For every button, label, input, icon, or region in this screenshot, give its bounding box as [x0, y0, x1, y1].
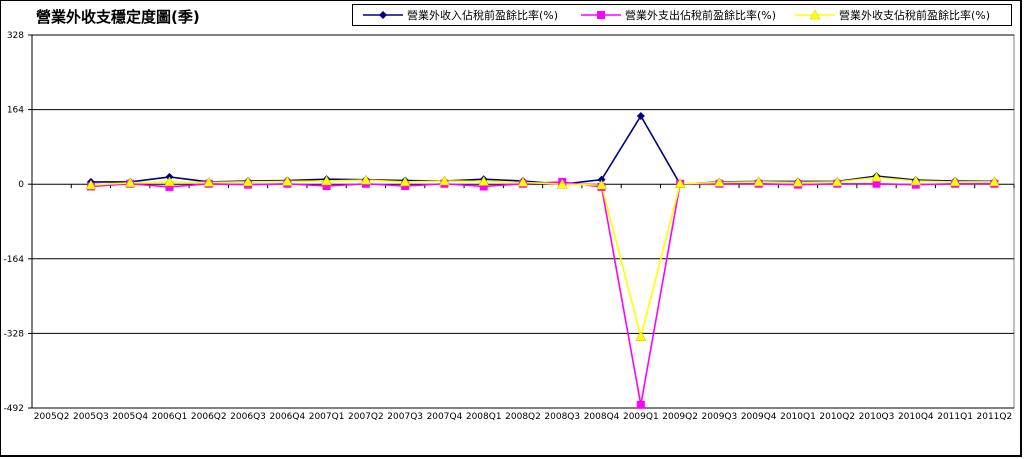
y-tick-label: -492 [4, 404, 24, 414]
data-point [164, 176, 175, 187]
y-tick-label: -164 [4, 255, 25, 265]
legend-label-income: 營業外收入佔稅前盈餘比率(%) [407, 9, 559, 22]
x-tick-label: 2009Q1 [623, 412, 659, 422]
plot-area [31, 34, 1015, 409]
data-point [439, 175, 450, 186]
x-tick-label: 2010Q2 [819, 412, 855, 422]
data-point [988, 176, 1000, 187]
data-point [674, 178, 686, 188]
x-tick-label: 2005Q2 [34, 412, 70, 422]
y-tick-label: -328 [4, 329, 25, 339]
chart-title: 營業外收支穩定度圖(季) [36, 8, 200, 26]
x-tick-label: 2010Q1 [780, 412, 816, 422]
data-point [124, 177, 136, 188]
series-line [90, 176, 995, 337]
x-tick-label: 2006Q1 [152, 412, 188, 422]
legend-item-net: 營業外收支佔稅前盈餘比率(%) [795, 7, 990, 23]
data-point [636, 400, 645, 409]
data-point [322, 182, 331, 191]
data-point [281, 175, 293, 186]
data-point [949, 176, 961, 187]
data-point [831, 176, 843, 187]
legend-marker-expense-icon [581, 11, 621, 19]
data-point [478, 175, 490, 186]
data-point [479, 182, 488, 191]
x-tick-label: 2007Q2 [348, 412, 384, 422]
data-point [910, 175, 922, 186]
data-point [242, 176, 254, 187]
data-point [399, 176, 411, 187]
legend-marker-net-icon [795, 9, 835, 20]
x-tick-label: 2008Q2 [505, 412, 541, 422]
x-tick-label: 2009Q4 [741, 412, 777, 422]
y-tick-label: 0 [18, 180, 24, 190]
x-tick-label: 2011Q1 [937, 412, 973, 422]
data-point [792, 176, 804, 187]
data-point [321, 175, 333, 186]
x-tick-label: 2009Q2 [662, 412, 698, 422]
data-point [556, 178, 568, 189]
data-point [517, 176, 529, 187]
x-tick-label: 2010Q3 [859, 412, 895, 422]
x-tick-label: 2007Q4 [427, 412, 463, 422]
legend-marker-income-icon [363, 11, 403, 19]
data-point [203, 176, 215, 187]
x-tick-label: 2006Q3 [230, 412, 266, 422]
legend-item-income: 營業外收入佔稅前盈餘比率(%) [363, 7, 558, 23]
y-tick-label: 328 [7, 31, 24, 41]
x-tick-label: 2006Q4 [269, 412, 305, 422]
x-tick-label: 2010Q4 [898, 412, 934, 422]
data-point [635, 331, 647, 341]
data-point [165, 182, 174, 191]
data-point [360, 174, 372, 185]
chart-legend: 營業外收入佔稅前盈餘比率(%) 營業外支出佔稅前盈餘比率(%) 營業外收支佔稅前… [352, 4, 1012, 26]
data-point [713, 176, 725, 187]
y-tick-label: 164 [7, 106, 24, 116]
x-tick-label: 2011Q2 [977, 412, 1013, 422]
x-tick-label: 2007Q1 [309, 412, 345, 422]
legend-label-expense: 營業外支出佔稅前盈餘比率(%) [625, 9, 777, 22]
x-tick-label: 2006Q2 [191, 412, 227, 422]
data-point [596, 179, 607, 190]
data-point [871, 171, 882, 182]
legend-item-expense: 營業外支出佔稅前盈餘比率(%) [581, 7, 776, 23]
x-tick-label: 2009Q3 [702, 412, 738, 422]
x-tick-label: 2008Q3 [544, 412, 580, 422]
data-point [872, 179, 881, 188]
x-tick-label: 2008Q4 [584, 412, 620, 422]
x-tick-label: 2007Q3 [387, 412, 423, 422]
data-point [753, 176, 765, 187]
data-point [85, 179, 97, 190]
x-tick-label: 2008Q1 [466, 412, 502, 422]
x-tick-label: 2005Q3 [73, 412, 109, 422]
legend-label-net: 營業外收支佔稅前盈餘比率(%) [839, 9, 991, 22]
data-point [636, 111, 645, 120]
x-tick-label: 2005Q4 [112, 412, 148, 422]
